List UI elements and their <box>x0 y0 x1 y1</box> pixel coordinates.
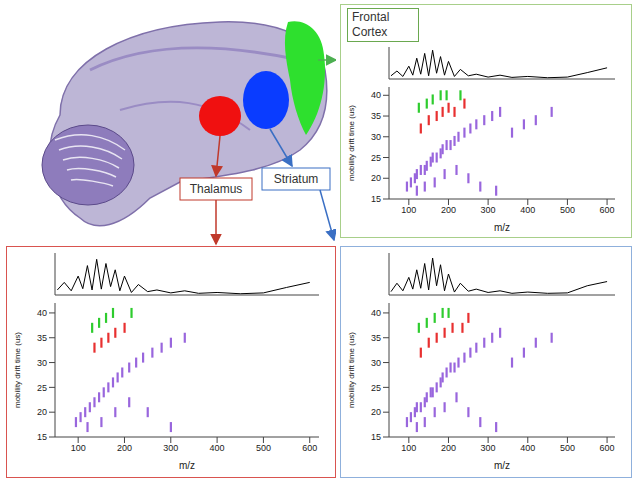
svg-text:25: 25 <box>371 383 381 393</box>
svg-text:35: 35 <box>371 111 381 121</box>
svg-text:600: 600 <box>302 443 317 453</box>
svg-text:40: 40 <box>371 90 381 100</box>
svg-text:35: 35 <box>37 333 47 343</box>
svg-text:100: 100 <box>71 443 86 453</box>
svg-text:20: 20 <box>371 173 381 183</box>
svg-text:20: 20 <box>371 407 381 417</box>
svg-text:600: 600 <box>600 443 615 453</box>
svg-text:100: 100 <box>401 443 416 453</box>
svg-text:20: 20 <box>37 407 47 417</box>
svg-text:40: 40 <box>37 308 47 318</box>
html-text:Frontal Cortex: Frontal Cortex <box>352 10 390 39</box>
svg-text:mobility drift time (us): mobility drift time (us) <box>347 105 356 181</box>
svg-text:m/z: m/z <box>179 460 195 471</box>
svg-text:300: 300 <box>481 443 496 453</box>
svg-text:300: 300 <box>163 443 178 453</box>
svg-text:600: 600 <box>600 205 615 215</box>
svg-text:15: 15 <box>37 432 47 442</box>
svg-text:200: 200 <box>441 205 456 215</box>
svg-text:400: 400 <box>520 205 535 215</box>
svg-text:Striatum: Striatum <box>274 172 319 186</box>
svg-text:40: 40 <box>371 308 381 318</box>
svg-text:200: 200 <box>117 443 132 453</box>
svg-text:500: 500 <box>560 205 575 215</box>
svg-text:30: 30 <box>371 358 381 368</box>
svg-text:mobility drift time (us): mobility drift time (us) <box>347 332 356 408</box>
svg-text:25: 25 <box>371 153 381 163</box>
svg-text:Thalamus: Thalamus <box>190 182 243 196</box>
svg-text:500: 500 <box>256 443 271 453</box>
svg-text:15: 15 <box>371 194 381 204</box>
svg-text:400: 400 <box>520 443 535 453</box>
svg-text:200: 200 <box>441 443 456 453</box>
svg-text:35: 35 <box>371 333 381 343</box>
svg-text:m/z: m/z <box>494 460 510 471</box>
svg-text:25: 25 <box>37 383 47 393</box>
svg-text:30: 30 <box>371 132 381 142</box>
svg-text:mobility drift time (us): mobility drift time (us) <box>13 332 22 408</box>
svg-text:400: 400 <box>210 443 225 453</box>
svg-text:300: 300 <box>481 205 496 215</box>
svg-text:15: 15 <box>371 432 381 442</box>
svg-text:500: 500 <box>560 443 575 453</box>
svg-text:30: 30 <box>37 358 47 368</box>
svg-text:100: 100 <box>401 205 416 215</box>
svg-text:m/z: m/z <box>494 222 510 233</box>
